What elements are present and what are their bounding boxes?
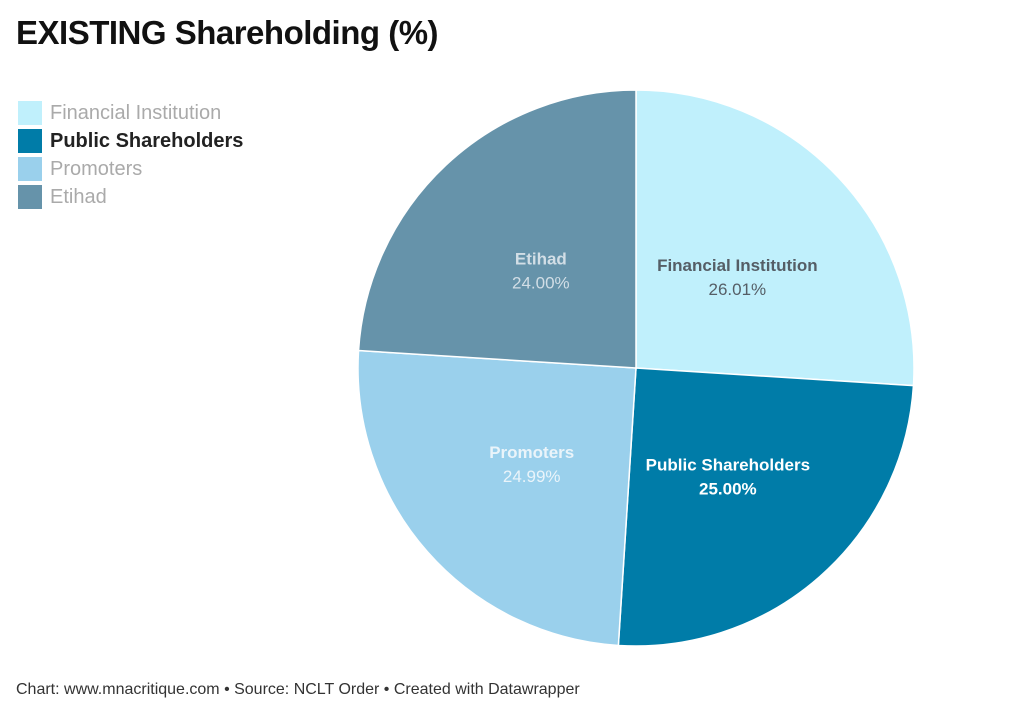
pie-slice-promoters[interactable] (357, 349, 637, 647)
legend-label: Financial Institution (50, 101, 222, 124)
legend-item-financial-institution[interactable]: Financial Institution (18, 99, 243, 127)
legend: Financial Institution Public Shareholder… (18, 99, 243, 211)
legend-label: Etihad (50, 185, 107, 208)
legend-swatch (18, 129, 42, 153)
legend-swatch (18, 157, 42, 181)
slice-value-promoters: 24.99% (503, 467, 561, 486)
pie-slice-financial-institution[interactable] (635, 89, 915, 387)
legend-label: Promoters (50, 157, 143, 180)
legend-swatch (18, 101, 42, 125)
pie-slice-etihad[interactable] (357, 89, 637, 369)
chart-title: EXISTING Shareholding (%) (16, 14, 439, 51)
legend-label: Public Shareholders (50, 129, 244, 152)
legend-item-public-shareholders[interactable]: Public Shareholders (18, 127, 243, 155)
slice-label-promoters: Promoters (489, 443, 574, 462)
slice-label-financial-institution: Financial Institution (657, 256, 818, 275)
slice-label-etihad: Etihad (515, 250, 567, 269)
legend-item-promoters[interactable]: Promoters (18, 155, 243, 183)
legend-item-etihad[interactable]: Etihad (18, 183, 243, 211)
slice-value-etihad: 24.00% (512, 274, 570, 293)
slice-value-public-shareholders: 25.00% (699, 479, 757, 498)
legend-swatch (18, 185, 42, 209)
pie-slice-public-shareholders[interactable] (617, 367, 915, 647)
slice-value-financial-institution: 26.01% (709, 280, 767, 299)
chart-footer: Chart: www.mnacritique.com • Source: NCL… (16, 681, 580, 698)
slice-label-public-shareholders: Public Shareholders (646, 455, 810, 474)
